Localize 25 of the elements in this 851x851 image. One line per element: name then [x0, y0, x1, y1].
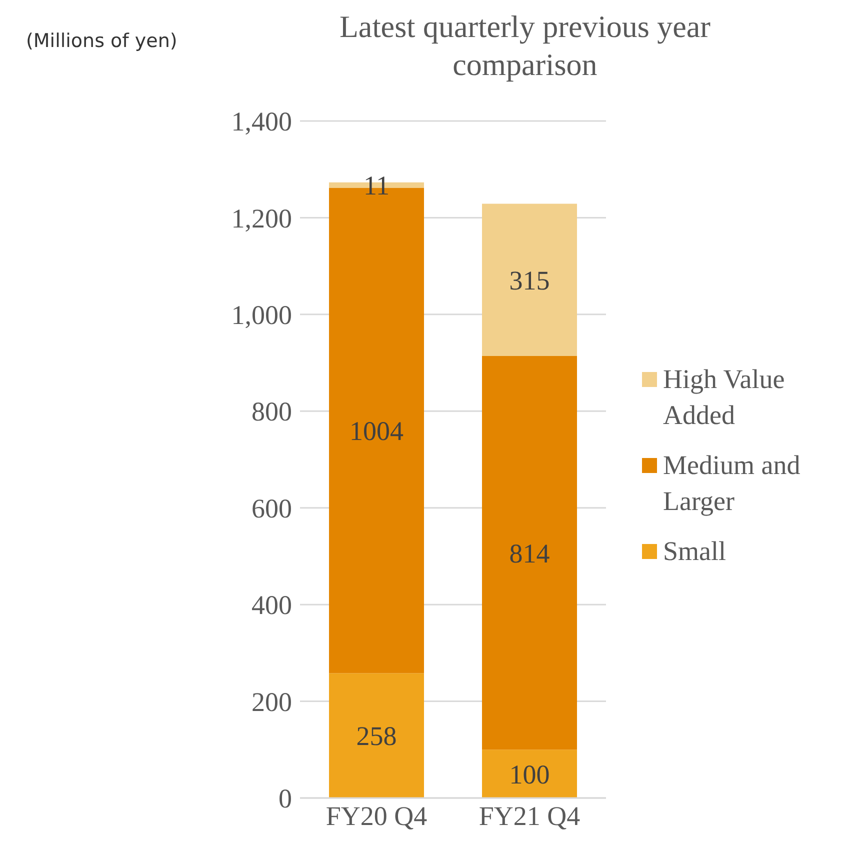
x-tick-label: FY20 Q4 [326, 801, 428, 832]
data-label: 100 [509, 759, 550, 790]
bar [482, 356, 577, 750]
y-tick-label: 600 [252, 493, 292, 524]
y-tick-label: 1,200 [231, 203, 292, 234]
y-tick-label: 1,400 [231, 106, 292, 137]
y-tick-label: 400 [252, 590, 292, 620]
y-tick-label: 0 [278, 784, 292, 814]
bar [482, 750, 577, 798]
data-label: 11 [364, 170, 390, 201]
y-tick-label: 800 [252, 396, 292, 427]
chart-title: Latest quarterly previous year comparison [338, 8, 712, 84]
legend-label: Small [663, 535, 726, 568]
data-label: 814 [509, 538, 550, 568]
data-label: 1004 [350, 416, 404, 446]
x-tick-label: FY21 Q4 [478, 801, 581, 832]
bar [482, 204, 577, 356]
bar [329, 673, 424, 798]
data-label: 315 [509, 265, 550, 296]
y-tick-label: 200 [252, 686, 292, 717]
y-axis-title: (Millions of yen) [26, 30, 178, 52]
legend-label: High Value Added [663, 363, 786, 432]
data-label: 258 [356, 721, 397, 752]
legend-label: Medium and Larger [663, 449, 802, 518]
y-tick-label: 1,000 [231, 300, 292, 330]
